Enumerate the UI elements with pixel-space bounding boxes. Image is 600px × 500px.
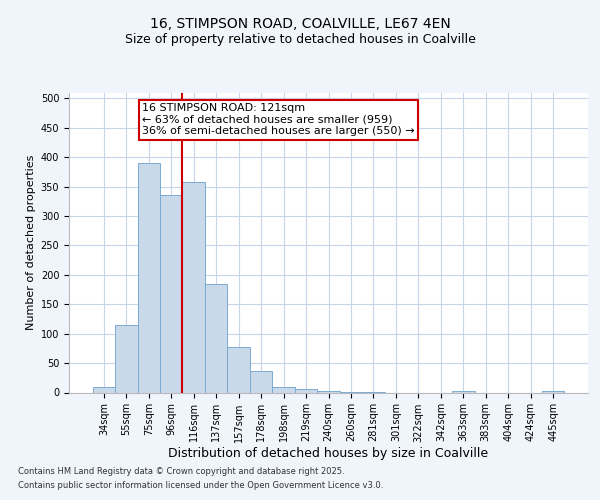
Bar xyxy=(227,347,250,393)
Bar xyxy=(205,284,227,393)
Bar xyxy=(250,372,272,392)
Text: Contains public sector information licensed under the Open Government Licence v3: Contains public sector information licen… xyxy=(18,481,383,490)
Bar xyxy=(317,390,340,392)
Text: Size of property relative to detached houses in Coalville: Size of property relative to detached ho… xyxy=(125,32,475,46)
Bar xyxy=(92,386,115,392)
Bar xyxy=(115,325,137,392)
Text: Contains HM Land Registry data © Crown copyright and database right 2025.: Contains HM Land Registry data © Crown c… xyxy=(18,467,344,476)
Bar xyxy=(160,196,182,392)
Bar xyxy=(182,182,205,392)
Y-axis label: Number of detached properties: Number of detached properties xyxy=(26,155,37,330)
X-axis label: Distribution of detached houses by size in Coalville: Distribution of detached houses by size … xyxy=(169,447,488,460)
Bar xyxy=(137,163,160,392)
Text: 16, STIMPSON ROAD, COALVILLE, LE67 4EN: 16, STIMPSON ROAD, COALVILLE, LE67 4EN xyxy=(149,18,451,32)
Bar xyxy=(272,386,295,392)
Bar xyxy=(295,389,317,392)
Text: 16 STIMPSON ROAD: 121sqm
← 63% of detached houses are smaller (959)
36% of semi-: 16 STIMPSON ROAD: 121sqm ← 63% of detach… xyxy=(142,103,415,136)
